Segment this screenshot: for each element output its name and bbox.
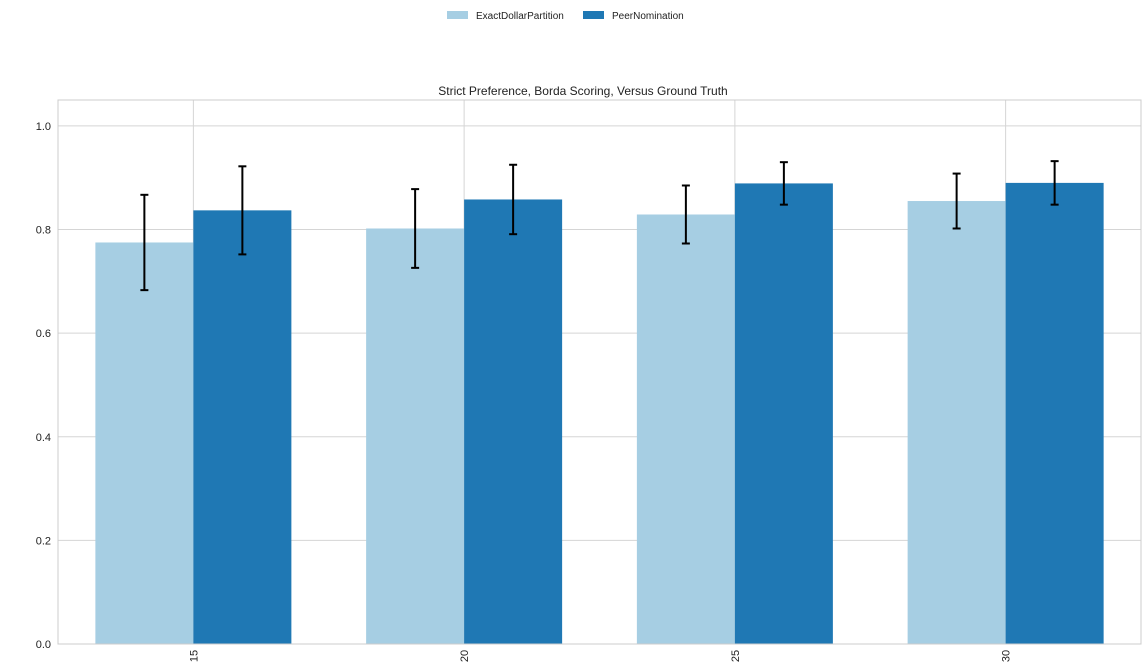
legend-label-peernomination: PeerNomination xyxy=(612,11,684,22)
bar-exactdollarpartition-25 xyxy=(636,214,735,644)
y-tick-label: 0.2 xyxy=(36,535,51,547)
bar-exactdollarpartition-20 xyxy=(366,228,465,645)
legend-swatch-peernomination xyxy=(583,11,604,19)
x-tick-label: 15 xyxy=(188,650,200,662)
bar-peernomination-30 xyxy=(1005,182,1104,644)
legend-swatch-exactdollarpartition xyxy=(447,11,468,19)
y-tick-label: 0.8 xyxy=(36,225,51,237)
y-axis-ticks: 0.0 0.2 0.4 0.6 0.8 1.0 xyxy=(36,121,51,651)
x-tick-label: 25 xyxy=(730,650,742,662)
bars xyxy=(95,182,1104,645)
legend: ExactDollarPartition PeerNomination xyxy=(447,11,684,22)
bar-exactdollarpartition-15 xyxy=(95,242,194,644)
x-tick-label: 20 xyxy=(459,650,471,662)
y-tick-label: 1.0 xyxy=(36,121,51,133)
bar-peernomination-20 xyxy=(464,199,563,644)
x-axis-ticks: 15 20 25 30 xyxy=(188,650,1012,662)
legend-label-exactdollarpartition: ExactDollarPartition xyxy=(476,11,564,22)
bar-peernomination-15 xyxy=(193,210,292,644)
y-tick-label: 0.0 xyxy=(36,639,51,651)
x-tick-label: 30 xyxy=(1001,650,1013,662)
bar-peernomination-25 xyxy=(734,183,833,644)
bar-exactdollarpartition-30 xyxy=(907,201,1006,644)
y-tick-label: 0.6 xyxy=(36,328,51,340)
plot-frame xyxy=(57,99,1142,645)
y-tick-label: 0.4 xyxy=(36,432,51,444)
chart-title: Strict Preference, Borda Scoring, Versus… xyxy=(438,84,727,98)
error-bars xyxy=(140,160,1059,292)
